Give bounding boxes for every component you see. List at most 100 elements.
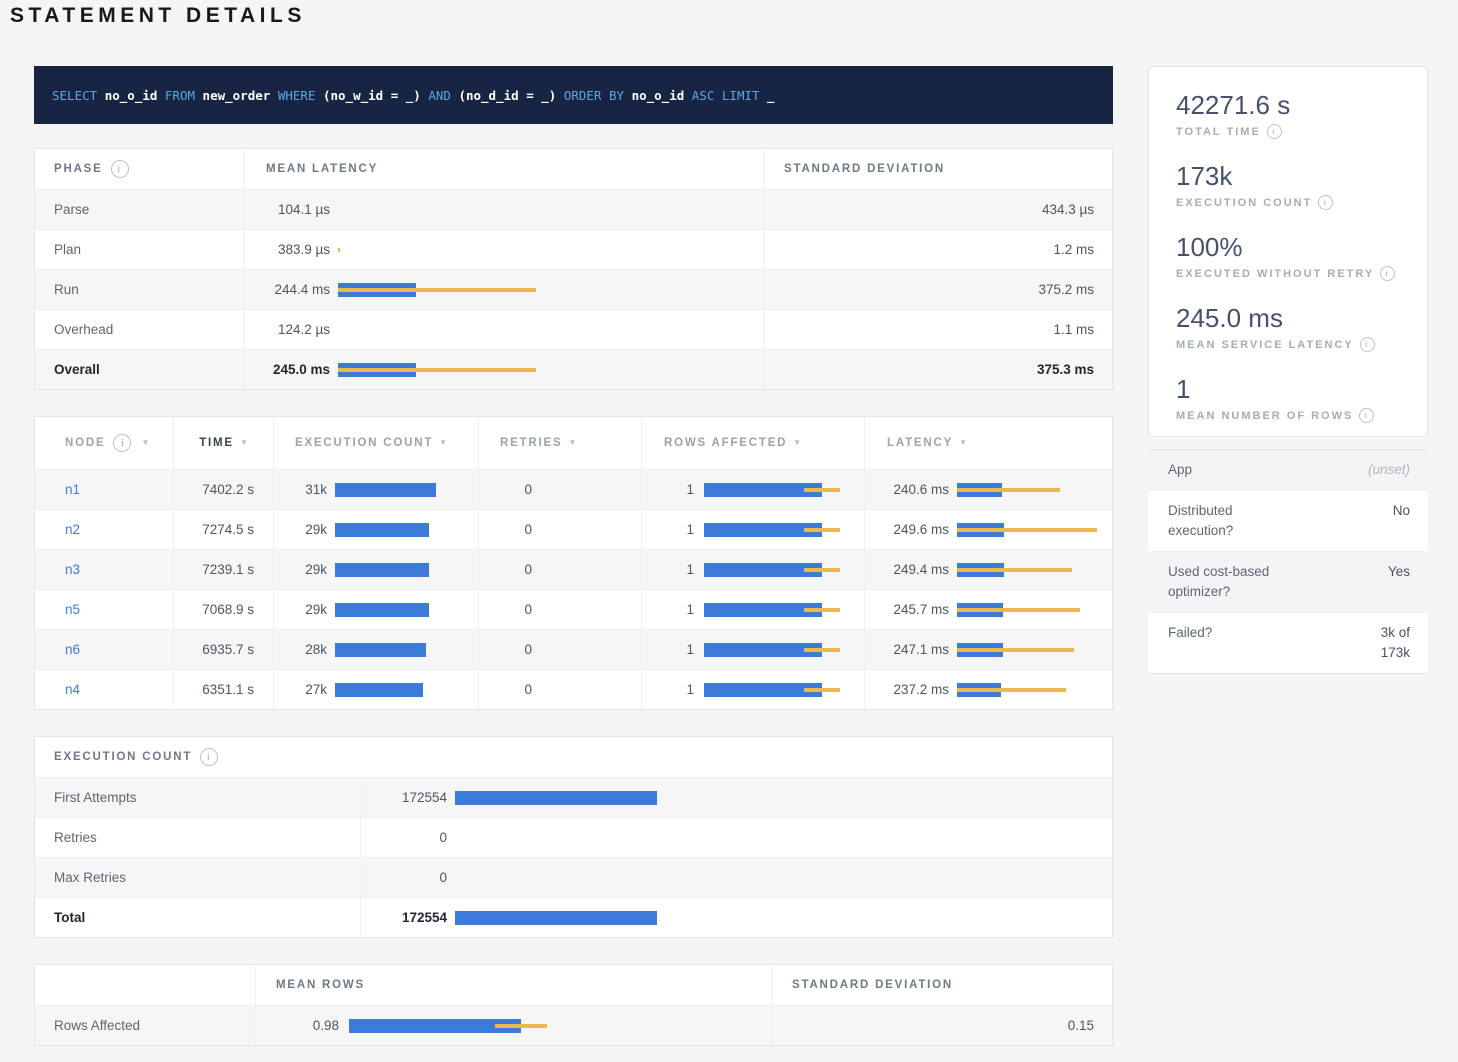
exec-count-bar — [455, 910, 1114, 926]
standard-deviation-cell: 375.2 ms — [764, 270, 1114, 309]
node-link[interactable]: n2 — [65, 522, 81, 537]
bar-value-label: 240.6 ms — [893, 482, 949, 497]
bar-value-label: 28k — [305, 642, 327, 657]
node-link[interactable]: n1 — [65, 482, 81, 497]
rows-affected-row: Rows Affected 0.98 0.15 — [35, 1005, 1112, 1045]
summary-stat-label: EXECUTED WITHOUT RETRY i — [1176, 266, 1417, 281]
summary-stat-label-text: TOTAL TIME — [1176, 125, 1261, 138]
column-header-execution-count[interactable]: EXECUTION COUNT ▼ — [273, 417, 478, 469]
column-header-time[interactable]: TIME ▼ — [173, 417, 273, 469]
exec-value-cell: 0 — [360, 818, 1114, 857]
retries-cell: 0 — [478, 590, 641, 629]
standard-deviation-value: 1.1 ms — [1053, 322, 1094, 337]
main-content: SELECT no_o_id FROM new_order WHERE (no_… — [34, 66, 1113, 1046]
retries-bar — [540, 562, 641, 578]
exec-row-label: First Attempts — [54, 790, 137, 805]
sql-token-plain: ( — [458, 87, 466, 103]
bar-value-label: 124.2 µs — [277, 322, 330, 337]
app-details-table: App (unset) Distributed execution? No Used c… — [1148, 449, 1428, 674]
standard-deviation-value: 1.2 ms — [1053, 242, 1094, 257]
execution-count-bar — [335, 522, 478, 538]
node-link[interactable]: n6 — [65, 642, 81, 657]
latency-cell: 237.2 ms — [864, 670, 1114, 709]
bar-stddev-segment — [338, 287, 536, 292]
bar-value-label: 245.7 ms — [893, 602, 949, 617]
info-icon[interactable]: i — [113, 434, 132, 452]
column-header-retries[interactable]: RETRIES ▼ — [478, 417, 641, 469]
info-icon[interactable]: i — [1318, 195, 1334, 210]
phase-label: Parse — [54, 202, 90, 217]
column-header-latency[interactable]: LATENCY ▼ — [864, 417, 1114, 469]
column-header-node[interactable]: NODE i ▼ — [35, 417, 173, 469]
phase-label: Overhead — [54, 322, 114, 337]
summary-stat-label-text: MEAN NUMBER OF ROWS — [1176, 409, 1354, 422]
retries-cell: 0 — [478, 550, 641, 589]
node-link[interactable]: n3 — [65, 562, 81, 577]
node-cell: n5 — [35, 590, 173, 629]
time-value: 7068.9 s — [202, 602, 254, 617]
bar-mean-segment — [335, 522, 430, 537]
sort-arrow-icon: ▼ — [568, 437, 577, 447]
mean-latency-bar — [338, 322, 764, 338]
sql-token-plain — [684, 88, 692, 103]
mean-latency-bar — [338, 242, 764, 258]
info-icon[interactable]: i — [1380, 266, 1396, 281]
page-title: STATEMENT DETAILS — [10, 4, 306, 27]
rows-sd-cell: 0.15 — [772, 1006, 1114, 1045]
latency-bar — [957, 562, 1114, 578]
bar-mean-segment — [335, 642, 427, 657]
summary-stat: 100% EXECUTED WITHOUT RETRY i — [1176, 233, 1417, 281]
summary-stat-label-text: EXECUTED WITHOUT RETRY — [1176, 267, 1375, 280]
column-header-label: MEAN ROWS — [276, 979, 366, 991]
standard-deviation-cell: 1.2 ms — [764, 230, 1114, 269]
column-header-phase: PHASE i — [35, 149, 244, 189]
exec-count-bar — [455, 830, 1114, 846]
mean-latency-cell: 244.4 ms — [244, 270, 764, 309]
info-icon[interactable]: i — [1266, 124, 1282, 139]
time-cell: 6351.1 s — [173, 670, 273, 709]
rows-affected-table-header: MEAN ROWS STANDARD DEVIATION — [35, 965, 1112, 1005]
bar-value-label: 29k — [305, 602, 327, 617]
sql-token-plain: ( — [322, 87, 331, 103]
mean-rows-cell: 0.98 — [255, 1006, 772, 1045]
retries-cell: 0 — [478, 510, 641, 549]
exec-value-cell: 172554 — [360, 898, 1114, 937]
sql-token-ident: no_o_id — [104, 87, 158, 103]
node-link[interactable]: n5 — [65, 602, 81, 617]
rows-affected-cell: 1 — [641, 590, 864, 629]
rows-affected-bar — [704, 642, 864, 658]
info-icon[interactable]: i — [1359, 408, 1375, 423]
latency-bar — [957, 682, 1114, 698]
info-icon[interactable]: i — [110, 160, 129, 178]
column-header-label: RETRIES — [500, 437, 563, 449]
column-header-standard-deviation: STANDARD DEVIATION — [764, 149, 1114, 189]
node-cell: n6 — [35, 630, 173, 669]
retries-cell: 0 — [478, 470, 641, 509]
app-detail-value: No — [1392, 503, 1410, 518]
app-detail-label: Used cost-based optimizer? — [1168, 564, 1270, 599]
bar-value-label: 1 — [686, 602, 694, 617]
bar-stddev-segment — [338, 247, 340, 252]
rows-affected-bar — [704, 522, 864, 538]
exec-count-bar — [455, 790, 1114, 806]
summary-stat: 42271.6 s TOTAL TIME i — [1176, 91, 1417, 139]
node-row-n3: n3 7239.1 s 29k 0 1 249.4 ms — [35, 549, 1112, 589]
bar-value-label: 1 — [686, 682, 694, 697]
execution-count-bar — [335, 602, 478, 618]
exec-row-max-retries: Max Retries 0 — [35, 857, 1112, 897]
sql-token-plain: _ — [767, 87, 775, 103]
column-header-label: TIME — [199, 437, 234, 449]
sql-token-keyword: LIMIT — [721, 87, 768, 103]
app-detail-row: Failed? 3k of 173k — [1148, 612, 1428, 673]
column-header-rows-affected[interactable]: ROWS AFFECTED ▼ — [641, 417, 864, 469]
sql-token-ident: no_o_id — [631, 87, 685, 103]
app-detail-value: Yes — [1387, 564, 1410, 579]
summary-card: 42271.6 s TOTAL TIME i 173k EXECUTION COUNT i… — [1148, 66, 1428, 437]
info-icon[interactable]: i — [200, 748, 219, 766]
summary-stat-value: 173k — [1176, 161, 1233, 191]
info-icon[interactable]: i — [1359, 337, 1375, 352]
retries-bar — [540, 482, 641, 498]
time-value: 6351.1 s — [202, 682, 254, 697]
bar-mean-segment — [704, 482, 822, 497]
node-link[interactable]: n4 — [65, 682, 81, 697]
